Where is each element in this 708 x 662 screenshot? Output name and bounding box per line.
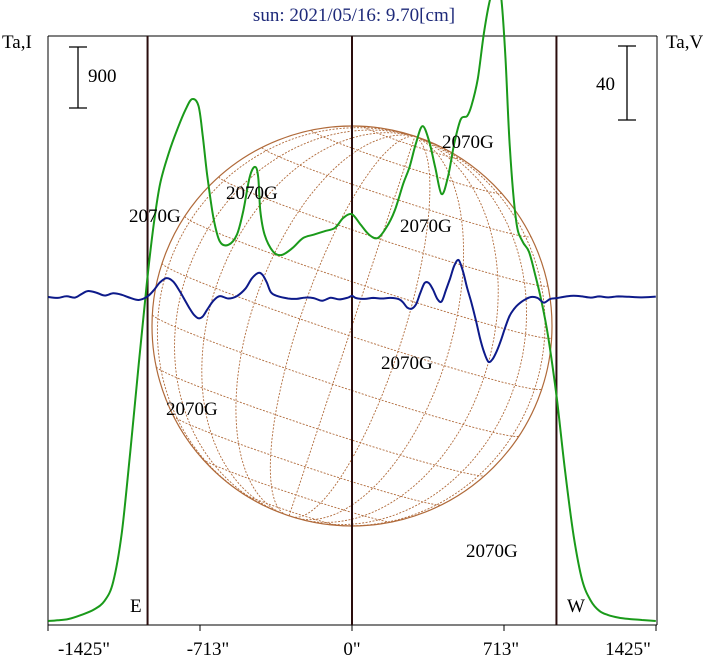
left-axis-label: Ta,I [2, 32, 32, 53]
solar-grid-line [152, 314, 519, 437]
east-label: E [130, 596, 142, 617]
solar-grid-line [235, 134, 415, 513]
right-scale-label: 40 [596, 74, 615, 95]
limb-and-center-markers [146, 36, 558, 625]
annotation-label: 2070G [466, 541, 518, 562]
solar-grid-line [303, 135, 499, 523]
annotation-label: 2070G [442, 132, 494, 153]
annotation-label: 2070G [226, 183, 278, 204]
solar-grid-line [288, 136, 416, 517]
intensity-line [48, 0, 656, 622]
solar-grid-line [299, 135, 464, 521]
left-scale-bar [69, 46, 87, 109]
solar-grid-line [306, 135, 527, 526]
solar-grid-line [269, 135, 415, 516]
x-tick-label: 1425" [605, 639, 651, 660]
chart-title: sun: 2021/05/16: 9.70[cm] [253, 5, 455, 26]
right-axis-label: Ta,V [666, 32, 703, 53]
annotation-label: 2070G [166, 399, 218, 420]
x-tick-label: 0" [343, 639, 360, 660]
solar-grid-line [328, 135, 546, 527]
right-scale-bar [618, 45, 636, 121]
annotation-label: 2070G [381, 353, 433, 374]
x-tick-label: 713" [483, 639, 519, 660]
solar-grid-line [173, 415, 442, 506]
solar-grid-line [155, 366, 485, 477]
polarization-line [48, 258, 656, 364]
solar-grid-line [291, 136, 431, 518]
solar-grid-line [311, 130, 502, 195]
solar-grid-line [201, 132, 415, 512]
west-label: W [567, 596, 585, 617]
annotation-label: 2070G [400, 216, 452, 237]
solar-grid-line [156, 127, 415, 500]
x-tick-label: -713" [187, 639, 230, 660]
left-scale-label: 900 [88, 66, 117, 87]
annotation-label: 2070G [129, 206, 181, 227]
solar-grid-line [174, 129, 415, 510]
x-tick-label: -1425" [58, 639, 110, 660]
